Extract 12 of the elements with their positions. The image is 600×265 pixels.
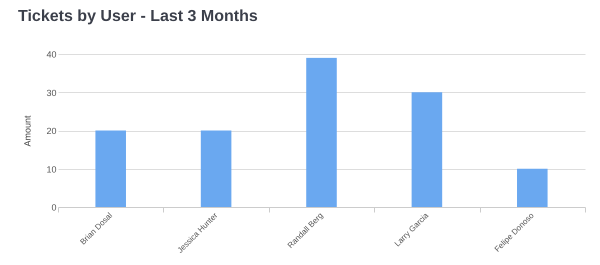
y-tick-label: 10 (46, 164, 56, 174)
bar (95, 130, 126, 207)
bar (412, 92, 442, 207)
y-tick-label: 30 (46, 88, 56, 98)
y-axis-title: Amount (22, 115, 32, 147)
bar (306, 58, 337, 207)
y-tick-label: 40 (46, 50, 56, 60)
chart-title: Tickets by User - Last 3 Months (18, 8, 258, 25)
y-tick-label: 20 (46, 126, 56, 136)
y-tick-label: 0 (51, 202, 56, 212)
bar (517, 168, 548, 207)
bar (200, 130, 232, 207)
